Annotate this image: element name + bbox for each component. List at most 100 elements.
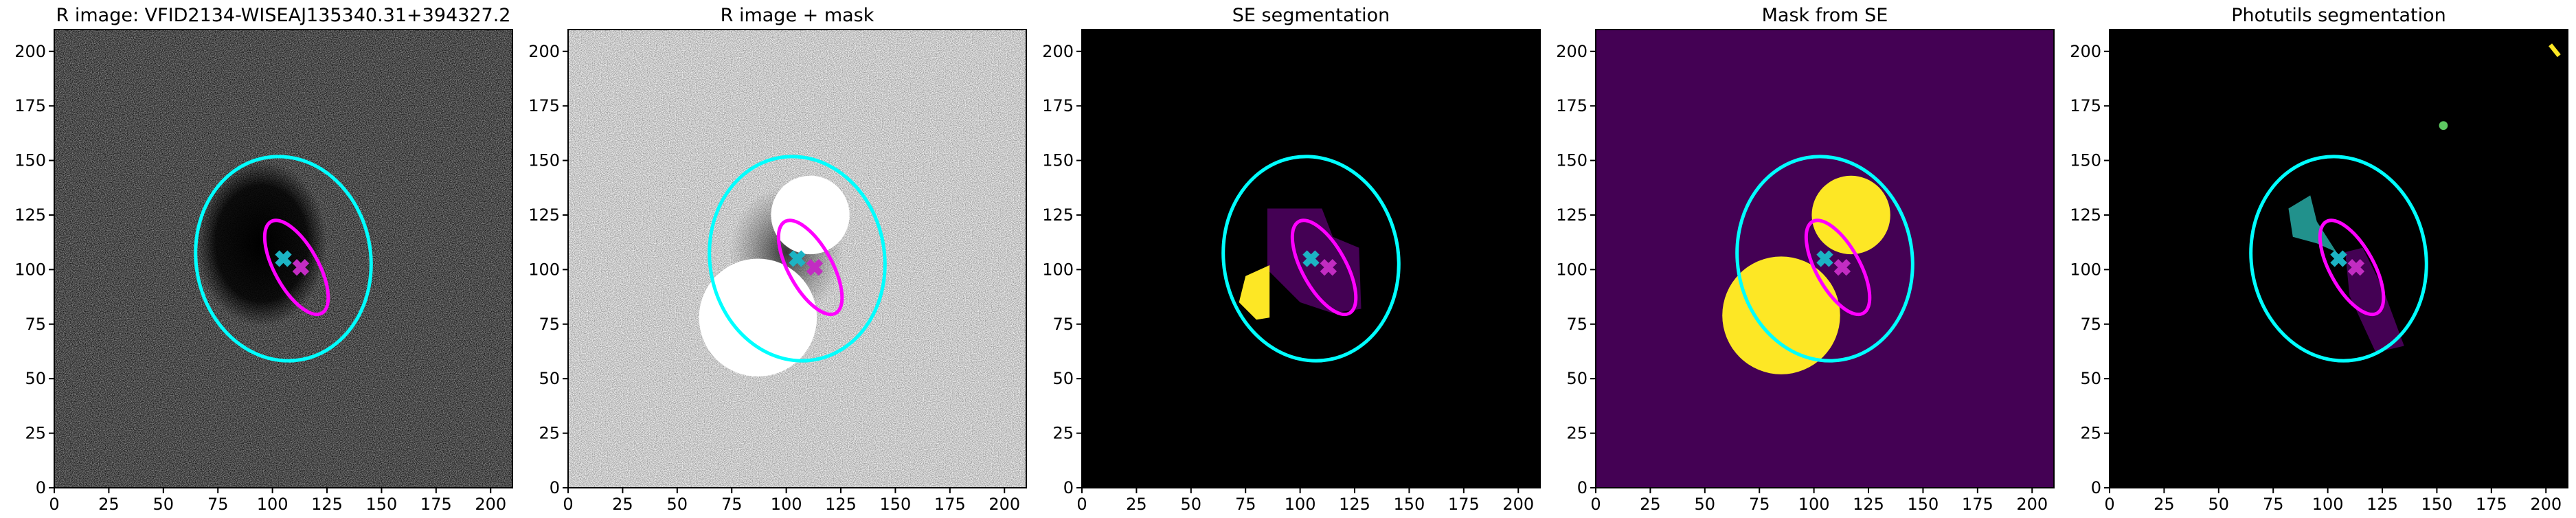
center-marker	[1320, 259, 1337, 276]
y-tick-label: 175	[528, 96, 560, 115]
x-tick-label: 175	[420, 495, 452, 514]
segment	[2439, 121, 2448, 131]
panel-title: R image + mask	[721, 5, 874, 26]
mask	[1811, 175, 1890, 255]
center-marker	[789, 250, 806, 267]
x-tick-label: 0	[1590, 495, 1601, 514]
y-tick-label: 75	[1566, 315, 1588, 334]
x-tick-label: 25	[1126, 495, 1147, 514]
y-tick-label: 75	[1052, 315, 1074, 334]
aperture-ellipse	[1221, 155, 1401, 363]
x-tick-label: 200	[2016, 495, 2048, 514]
panel: 0 25 50 75 100 125 150 175 200 0 25 50 75 100 125 150 17…	[1556, 5, 2055, 514]
image	[568, 30, 1026, 488]
aperture-ellipse	[2318, 218, 2386, 317]
y-tick-label: 175	[1556, 96, 1588, 115]
axes-frame	[1081, 29, 1541, 488]
x-tick-label: 75	[1235, 495, 1256, 514]
aperture-ellipse	[1735, 155, 1914, 363]
x-tick-label: 175	[1448, 495, 1480, 514]
y-tick-label: 150	[14, 151, 46, 170]
y-tick-label: 100	[14, 260, 46, 279]
y-tick-label: 200	[1042, 42, 1074, 61]
y-tick-label: 50	[539, 369, 560, 388]
y-tick-label: 200	[2070, 42, 2101, 61]
y-tick-label: 125	[2070, 205, 2101, 225]
y-tick-label: 50	[1052, 369, 1074, 388]
y-tick-label: 150	[528, 151, 560, 170]
center-marker	[275, 250, 292, 267]
x-tick-label: 150	[1908, 495, 1939, 514]
x-tick-label: 200	[2530, 495, 2562, 514]
x-tick-label: 0	[2104, 495, 2114, 514]
aperture-ellipse	[1290, 218, 1358, 317]
mask	[1722, 256, 1840, 374]
x-tick-label: 150	[880, 495, 912, 514]
center-marker	[292, 259, 310, 276]
x-tick-label: 125	[2366, 495, 2398, 514]
y-tick-label: 0	[1063, 478, 1074, 497]
y-tick-label: 0	[2091, 478, 2101, 497]
y-tick-label: 25	[1052, 424, 1074, 443]
panel-title: Mask from SE	[1762, 5, 1888, 26]
x-tick-label: 150	[2421, 495, 2453, 514]
segment	[2288, 195, 2337, 252]
y-tick-label: 200	[1556, 42, 1588, 61]
y-tick-label: 50	[25, 369, 46, 388]
y-tick-label: 0	[550, 478, 560, 497]
galaxy	[196, 160, 328, 326]
axes-frame	[2109, 29, 2568, 488]
y-tick-label: 200	[14, 42, 46, 61]
x-tick-label: 50	[1181, 495, 1202, 514]
axes-frame	[54, 29, 513, 488]
x-tick-label: 200	[1502, 495, 1534, 514]
y-tick-label: 125	[1556, 205, 1588, 225]
x-tick-label: 175	[1962, 495, 1993, 514]
y-tick-label: 25	[25, 424, 46, 443]
axes-frame	[1595, 29, 2055, 488]
y-tick-label: 0	[36, 478, 46, 497]
segment	[1239, 265, 1270, 320]
x-tick-label: 75	[2263, 495, 2284, 514]
x-tick-label: 25	[1640, 495, 1661, 514]
mask	[699, 258, 817, 377]
y-tick-label: 75	[539, 315, 560, 334]
x-tick-label: 175	[2476, 495, 2507, 514]
x-tick-label: 125	[311, 495, 343, 514]
x-tick-label: 125	[1339, 495, 1370, 514]
x-tick-label: 25	[98, 495, 120, 514]
y-tick-label: 50	[2080, 369, 2101, 388]
x-tick-label: 50	[1695, 495, 1716, 514]
y-tick-label: 100	[2070, 260, 2101, 279]
panel: 0 25 50 75 100 125 150 175 200 0 25 50 75 100 125 150 17…	[2070, 5, 2568, 514]
x-tick-label: 0	[563, 495, 573, 514]
panel: 0 25 50 75 100 125 150 175 200 0 25 50 75 100 125 150 17…	[528, 5, 1027, 514]
y-tick-label: 25	[1566, 424, 1588, 443]
y-tick-label: 25	[539, 424, 560, 443]
x-tick-label: 100	[1798, 495, 1830, 514]
y-tick-label: 175	[2070, 96, 2101, 115]
x-tick-label: 100	[2312, 495, 2344, 514]
x-tick-label: 75	[1749, 495, 1770, 514]
x-tick-label: 25	[2154, 495, 2175, 514]
center-marker	[1833, 259, 1851, 276]
x-tick-label: 0	[1076, 495, 1087, 514]
image	[2110, 30, 2568, 488]
y-tick-label: 150	[1042, 151, 1074, 170]
panel-title: SE segmentation	[1232, 5, 1390, 26]
y-tick-label: 200	[528, 42, 560, 61]
x-tick-label: 200	[988, 495, 1020, 514]
y-tick-label: 150	[2070, 151, 2101, 170]
y-tick-label: 125	[528, 205, 560, 225]
panel-title: R image: VFID2134-WISEAJ135340.31+394327…	[56, 5, 511, 26]
x-tick-label: 100	[771, 495, 802, 514]
aperture-ellipse	[194, 155, 373, 363]
y-tick-label: 100	[528, 260, 560, 279]
aperture-ellipse	[1804, 218, 1872, 317]
y-tick-label: 125	[1042, 205, 1074, 225]
x-tick-label: 50	[153, 495, 174, 514]
x-tick-label: 50	[667, 495, 688, 514]
mask	[771, 175, 850, 255]
center-marker	[2330, 250, 2347, 267]
